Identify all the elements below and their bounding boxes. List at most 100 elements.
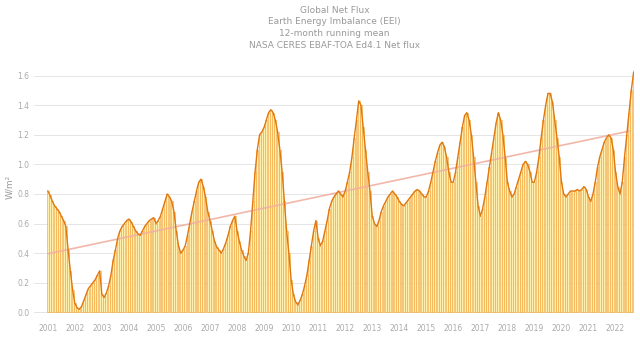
Bar — [141, 231, 143, 312]
Bar — [407, 200, 409, 312]
Bar — [635, 68, 637, 312]
Bar — [218, 250, 220, 312]
Bar — [157, 221, 159, 312]
Title: Global Net Flux
Earth Energy Imbalance (EEI)
12-month running mean
NASA CERES EB: Global Net Flux Earth Energy Imbalance (… — [249, 5, 420, 50]
Bar — [639, 83, 640, 312]
Bar — [380, 212, 382, 312]
Bar — [110, 275, 112, 312]
Bar — [92, 283, 94, 312]
Bar — [595, 182, 596, 312]
Bar — [450, 182, 452, 312]
Bar — [101, 295, 103, 312]
Bar — [304, 285, 306, 312]
Bar — [268, 113, 269, 312]
Bar — [576, 190, 578, 312]
Bar — [198, 182, 200, 312]
Bar — [531, 182, 533, 312]
Bar — [124, 223, 125, 312]
Bar — [225, 243, 227, 312]
Bar — [355, 120, 357, 312]
Bar — [322, 241, 324, 312]
Bar — [294, 302, 296, 312]
Bar — [250, 231, 252, 312]
Bar — [511, 197, 513, 312]
Bar — [592, 194, 594, 312]
Bar — [74, 303, 76, 312]
Bar — [337, 191, 339, 312]
Bar — [241, 250, 243, 312]
Bar — [263, 127, 265, 312]
Bar — [60, 216, 62, 312]
Bar — [495, 123, 497, 312]
Bar — [47, 191, 49, 312]
Bar — [146, 223, 148, 312]
Bar — [130, 222, 132, 312]
Bar — [236, 231, 238, 312]
Bar — [266, 120, 268, 312]
Bar — [193, 201, 195, 312]
Bar — [97, 275, 99, 312]
Bar — [319, 246, 321, 312]
Bar — [216, 247, 218, 312]
Bar — [290, 280, 292, 312]
Bar — [426, 197, 428, 312]
Bar — [67, 250, 69, 312]
Bar — [261, 132, 263, 312]
Bar — [470, 135, 472, 312]
Bar — [497, 113, 499, 312]
Bar — [140, 235, 141, 312]
Bar — [285, 231, 287, 312]
Bar — [83, 300, 85, 312]
Bar — [387, 197, 389, 312]
Bar — [189, 223, 191, 312]
Bar — [72, 290, 74, 312]
Bar — [196, 191, 198, 312]
Bar — [486, 182, 488, 312]
Bar — [493, 138, 495, 312]
Bar — [452, 182, 454, 312]
Bar — [549, 94, 551, 312]
Bar — [229, 226, 231, 312]
Bar — [637, 76, 639, 312]
Bar — [369, 191, 371, 312]
Bar — [572, 191, 573, 312]
Bar — [491, 153, 493, 312]
Bar — [430, 182, 432, 312]
Bar — [488, 167, 490, 312]
Bar — [184, 246, 186, 312]
Bar — [358, 101, 360, 312]
Bar — [125, 221, 127, 312]
Bar — [103, 297, 105, 312]
Bar — [128, 219, 130, 312]
Bar — [545, 105, 547, 312]
Bar — [49, 195, 51, 312]
Bar — [340, 194, 342, 312]
Bar — [367, 172, 369, 312]
Bar — [252, 201, 254, 312]
Bar — [570, 191, 572, 312]
Bar — [171, 201, 173, 312]
Bar — [502, 135, 504, 312]
Bar — [99, 271, 100, 312]
Bar — [630, 91, 632, 312]
Bar — [389, 194, 391, 312]
Bar — [626, 135, 628, 312]
Bar — [200, 179, 202, 312]
Bar — [466, 113, 468, 312]
Bar — [349, 172, 351, 312]
Bar — [342, 197, 344, 312]
Bar — [439, 145, 441, 312]
Bar — [259, 135, 260, 312]
Bar — [423, 197, 425, 312]
Bar — [396, 197, 398, 312]
Bar — [315, 221, 317, 312]
Bar — [580, 190, 582, 312]
Bar — [403, 206, 404, 312]
Bar — [209, 221, 211, 312]
Bar — [405, 203, 407, 312]
Bar — [614, 172, 616, 312]
Bar — [436, 153, 438, 312]
Bar — [276, 132, 278, 312]
Bar — [621, 182, 623, 312]
Bar — [168, 197, 170, 312]
